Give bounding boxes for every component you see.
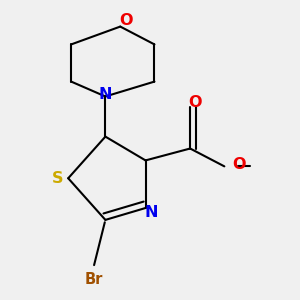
Text: N: N (99, 88, 112, 103)
Text: N: N (145, 205, 158, 220)
Text: O: O (188, 95, 201, 110)
Text: Br: Br (84, 272, 103, 287)
Text: S: S (52, 171, 64, 186)
Text: O: O (232, 158, 245, 172)
Text: O: O (119, 13, 133, 28)
